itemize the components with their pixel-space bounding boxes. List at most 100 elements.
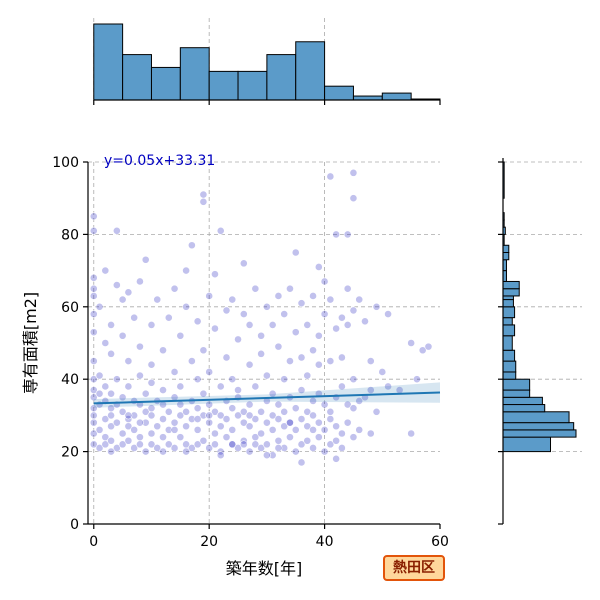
data-point xyxy=(349,404,358,413)
data-point xyxy=(228,425,237,434)
data-point xyxy=(245,422,254,431)
scatter-points xyxy=(89,168,433,467)
data-point xyxy=(286,357,294,365)
district-badge: 熱田区 xyxy=(383,555,445,581)
data-point xyxy=(141,407,150,416)
data-point xyxy=(182,422,190,431)
data-point xyxy=(205,292,214,300)
data-point xyxy=(95,302,104,311)
data-point xyxy=(193,404,202,413)
data-point xyxy=(309,444,317,452)
data-point xyxy=(211,429,219,438)
x-axis-title: 築年数[年] xyxy=(226,559,303,578)
top-hist-bar xyxy=(266,54,297,101)
data-point xyxy=(89,292,98,300)
data-point xyxy=(239,407,248,416)
data-point xyxy=(95,371,104,380)
data-point xyxy=(297,458,306,467)
data-point xyxy=(118,295,127,304)
data-point xyxy=(349,306,358,315)
data-point xyxy=(378,368,387,376)
data-point xyxy=(159,346,167,355)
data-point xyxy=(407,429,416,438)
data-point xyxy=(89,357,98,365)
data-point xyxy=(199,389,208,398)
data-point xyxy=(234,335,242,344)
data-point xyxy=(124,357,133,365)
data-point xyxy=(159,433,167,442)
right-hist-bar xyxy=(502,295,514,301)
data-point xyxy=(211,440,219,449)
data-point xyxy=(95,444,104,452)
regression-line xyxy=(93,382,441,408)
data-point xyxy=(101,266,110,275)
data-point xyxy=(107,349,115,358)
top-hist-bar xyxy=(324,85,354,101)
data-point xyxy=(309,292,317,300)
data-point xyxy=(187,444,196,452)
data-point xyxy=(245,411,254,420)
data-point xyxy=(182,302,190,311)
right-hist-bar xyxy=(502,411,570,424)
data-point xyxy=(274,400,283,409)
data-point xyxy=(280,407,289,416)
data-point xyxy=(262,440,271,449)
data-point xyxy=(159,386,167,394)
data-point xyxy=(136,277,144,286)
data-point xyxy=(355,397,364,405)
top-hist-bar xyxy=(295,41,326,101)
data-point xyxy=(89,375,98,384)
data-point xyxy=(332,454,341,463)
right-hist-bar xyxy=(502,404,546,413)
data-point xyxy=(176,411,185,420)
data-point xyxy=(251,382,260,391)
data-point xyxy=(338,429,346,438)
data-point xyxy=(101,339,110,347)
top-hist-bar xyxy=(208,70,239,101)
data-point xyxy=(291,425,300,434)
data-point xyxy=(112,281,121,289)
data-point xyxy=(95,425,104,434)
data-point xyxy=(187,415,196,423)
data-point xyxy=(326,172,335,181)
regression-equation: y=0.05x+33.31 xyxy=(104,153,215,169)
data-point xyxy=(303,407,312,416)
data-point xyxy=(95,389,104,398)
right-hist-bar xyxy=(502,371,517,380)
data-point xyxy=(170,418,179,427)
y-tick-label: 40 xyxy=(61,372,79,388)
data-point xyxy=(320,425,329,434)
data-point xyxy=(187,357,196,365)
data-point xyxy=(136,440,144,449)
data-point xyxy=(182,266,190,275)
data-point xyxy=(136,342,144,351)
data-point xyxy=(234,386,242,394)
data-point xyxy=(303,371,312,380)
data-point xyxy=(268,320,277,329)
data-point xyxy=(118,440,127,449)
data-point xyxy=(112,375,121,384)
data-point xyxy=(314,360,323,369)
data-point xyxy=(268,451,277,460)
data-point xyxy=(320,400,329,409)
data-point xyxy=(343,320,352,329)
data-point xyxy=(303,422,312,431)
y-tick-label: 80 xyxy=(61,227,79,243)
data-point xyxy=(366,429,375,438)
data-point xyxy=(343,400,352,409)
data-point xyxy=(89,418,98,427)
data-point xyxy=(159,447,167,456)
data-point xyxy=(193,317,202,326)
data-point xyxy=(303,320,312,329)
data-point xyxy=(136,433,144,442)
data-point xyxy=(355,425,364,434)
right-hist-bar xyxy=(502,389,531,398)
data-point xyxy=(297,415,306,423)
data-point xyxy=(228,295,237,304)
data-point xyxy=(349,433,358,442)
data-point xyxy=(257,407,266,416)
data-point xyxy=(118,429,127,438)
data-point xyxy=(136,371,144,380)
right-histogram xyxy=(498,158,582,525)
